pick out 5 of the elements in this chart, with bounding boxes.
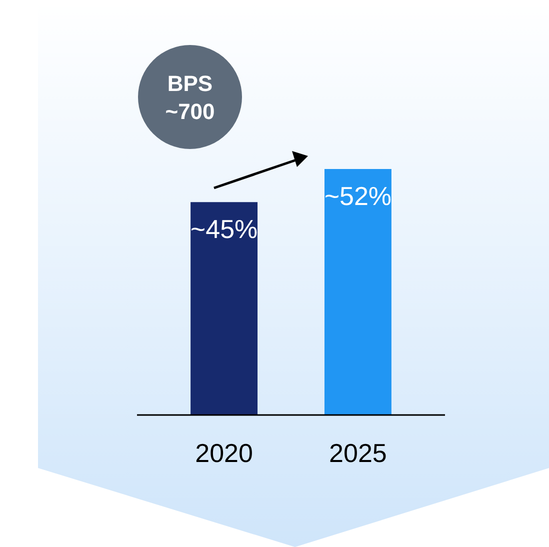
x-tick-label: 2020 [195,438,253,468]
data-label: ~52% [324,181,392,211]
text: BPS ~700 [165,71,215,124]
x-tick-label: 2025 [329,438,387,468]
data-label: ~45% [190,214,258,244]
